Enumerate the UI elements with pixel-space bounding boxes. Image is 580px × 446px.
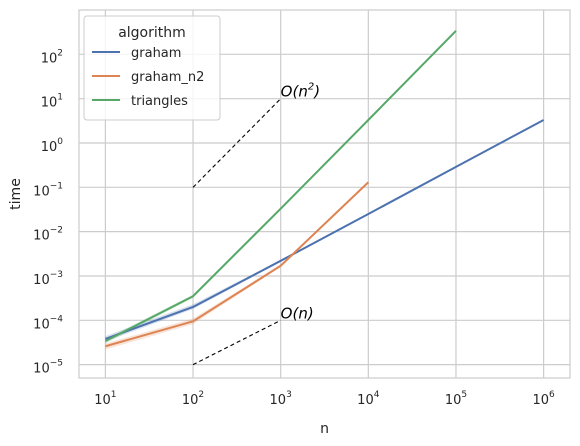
x-tick-label-3: 104 [357, 390, 380, 408]
y-tick-label-6: 101 [41, 93, 63, 111]
plot-frame [78, 9, 571, 379]
reference-label-0: O(n2) [281, 82, 320, 101]
triangles-line [104, 30, 457, 342]
legend-box [83, 15, 221, 121]
y-axis-label: time [8, 178, 24, 210]
x-tick-label-2: 103 [270, 390, 292, 408]
reference-label-1: O(n) [281, 304, 314, 322]
legend-label-triangles: triangles [131, 94, 188, 109]
series-lines [104, 30, 545, 348]
y-tick-label-0: 10−5 [33, 359, 63, 377]
reference-line-1 [192, 319, 281, 366]
x-tick-label-1: 102 [182, 390, 204, 408]
x-tick-label-4: 105 [445, 390, 467, 408]
y-tick-label-7: 102 [41, 48, 63, 66]
y-tick-label-5: 100 [41, 137, 64, 155]
legend-label-graham_n2: graham_n2 [131, 70, 204, 85]
legend-title: algorithm [118, 25, 186, 41]
graham-line [105, 119, 545, 340]
graham_n2-line [105, 181, 370, 348]
grid [79, 10, 570, 378]
reference-lines: O(n2) O(n) [192, 82, 320, 366]
x-axis-label: n [320, 421, 329, 437]
y-tick-label-2: 10−3 [33, 270, 63, 288]
y-tick-label-3: 10−2 [33, 226, 63, 244]
x-tick-labels: 101 102 103 104 105 106 [94, 390, 555, 408]
y-tick-labels: 10−5 10−4 10−3 10−2 10−1 100 101 102 [33, 48, 63, 376]
legend: algorithm graham graham_n2 triangles [83, 15, 221, 121]
y-tick-label-4: 10−1 [33, 181, 63, 199]
x-tick-label-0: 101 [94, 390, 116, 408]
legend-label-graham: graham [131, 46, 181, 61]
x-tick-label-5: 106 [532, 390, 555, 408]
y-tick-label-1: 10−4 [33, 314, 63, 332]
